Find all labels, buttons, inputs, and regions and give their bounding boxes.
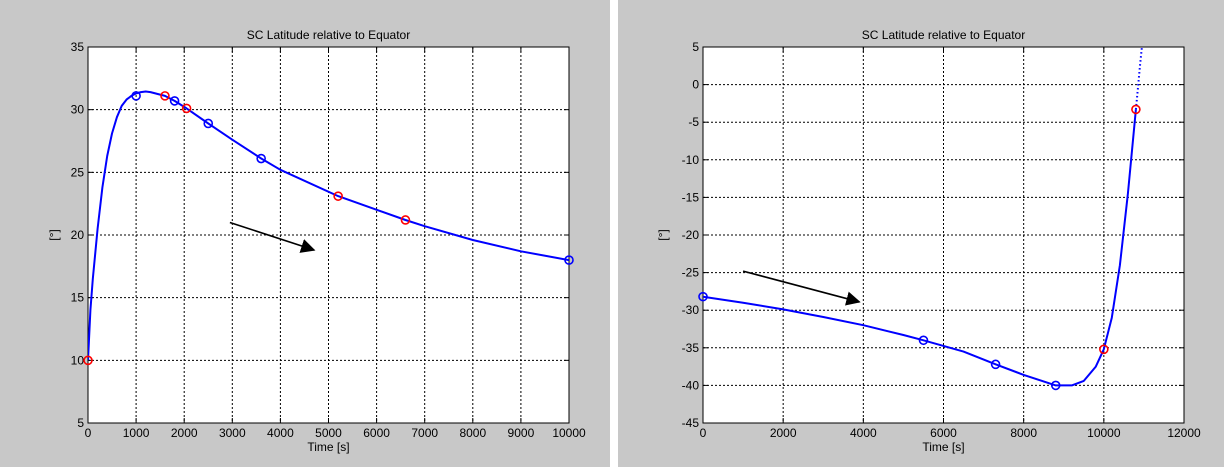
- y-tick-label: -20: [682, 228, 700, 242]
- x-tick-label: 1000: [123, 426, 150, 440]
- red-marker: [181, 103, 192, 114]
- red-marker: [400, 215, 411, 225]
- y-tick-label: 5: [692, 40, 699, 54]
- y-axis-label: [°]: [47, 229, 61, 240]
- y-tick-label: 30: [71, 103, 85, 117]
- x-tick-label: 0: [700, 426, 707, 440]
- x-tick-label: 2000: [770, 426, 797, 440]
- y-tick-label: -15: [682, 190, 700, 204]
- chart-right-figure: 0 2000 4000 6000 8000 10000 12000 5 0 -5 -10 -15 -20…: [618, 0, 1224, 467]
- x-axis-label: Time [s]: [922, 440, 964, 454]
- y-tick-label: 0: [692, 78, 699, 92]
- x-axis-label: Time [s]: [307, 440, 349, 454]
- x-tick-label: 2000: [171, 426, 198, 440]
- x-tick-label: 4000: [267, 426, 294, 440]
- x-tick-label: 6000: [363, 426, 390, 440]
- y-tick-label: 25: [71, 165, 85, 179]
- red-marker: [160, 91, 170, 101]
- red-marker: [83, 355, 93, 366]
- red-marker: [1131, 104, 1141, 115]
- y-tick-label: 5: [77, 416, 84, 430]
- y-tick-label: -10: [682, 153, 700, 167]
- y-tick-label: -35: [682, 341, 700, 355]
- x-tick-label: 8000: [459, 426, 486, 440]
- x-tick-label: 3000: [219, 426, 246, 440]
- chart-right: 0 2000 4000 6000 8000 10000 12000 5 0 -5 -10 -15 -20…: [656, 28, 1201, 454]
- y-tick-label: 15: [71, 291, 85, 305]
- x-tick-label: 12000: [1167, 426, 1201, 440]
- red-marker: [333, 191, 343, 201]
- blue-marker: [131, 91, 141, 101]
- x-tick-label: 8000: [1010, 426, 1037, 440]
- chart-left-figure: 0 1000 2000 3000 4000 5000 6000 7000 8000 9000 100…: [0, 0, 610, 467]
- y-tick-label: 10: [71, 353, 85, 367]
- chart-left: 0 1000 2000 3000 4000 5000 6000 7000 8000 9000 100…: [47, 28, 586, 454]
- blue-marker: [990, 359, 1001, 370]
- chart-title: SC Latitude relative to Equator: [247, 28, 410, 42]
- y-tick-label: -5: [688, 115, 699, 129]
- chart-title: SC Latitude relative to Equator: [862, 28, 1025, 42]
- blue-marker: [918, 335, 929, 346]
- blue-marker: [698, 291, 708, 302]
- red-marker: [1099, 344, 1109, 355]
- blue-marker: [169, 96, 180, 106]
- x-tick-label: 10000: [552, 426, 586, 440]
- x-tick-label: 4000: [850, 426, 877, 440]
- y-tick-label: 20: [71, 228, 85, 242]
- series-line-extension: [1134, 47, 1143, 110]
- y-tick-label: -40: [682, 378, 700, 392]
- x-tick-label: 0: [85, 426, 92, 440]
- y-tick-label: -25: [682, 266, 700, 280]
- blue-marker: [564, 255, 574, 265]
- x-tick-label: 9000: [508, 426, 535, 440]
- direction-arrow: [229, 221, 316, 253]
- series-line: [703, 109, 1137, 387]
- blue-marker: [256, 153, 266, 164]
- blue-marker: [1050, 380, 1061, 391]
- y-tick-label: -30: [682, 303, 700, 317]
- x-tick-label: 6000: [930, 426, 957, 440]
- blue-marker: [203, 118, 214, 129]
- y-axis-label: [°]: [656, 229, 670, 240]
- direction-arrow: [742, 270, 861, 306]
- x-tick-label: 7000: [411, 426, 438, 440]
- x-tick-label: 10000: [1087, 426, 1121, 440]
- y-tick-label: -45: [682, 416, 700, 430]
- series-line: [88, 90, 569, 361]
- y-tick-label: 35: [71, 40, 85, 54]
- x-tick-label: 5000: [315, 426, 342, 440]
